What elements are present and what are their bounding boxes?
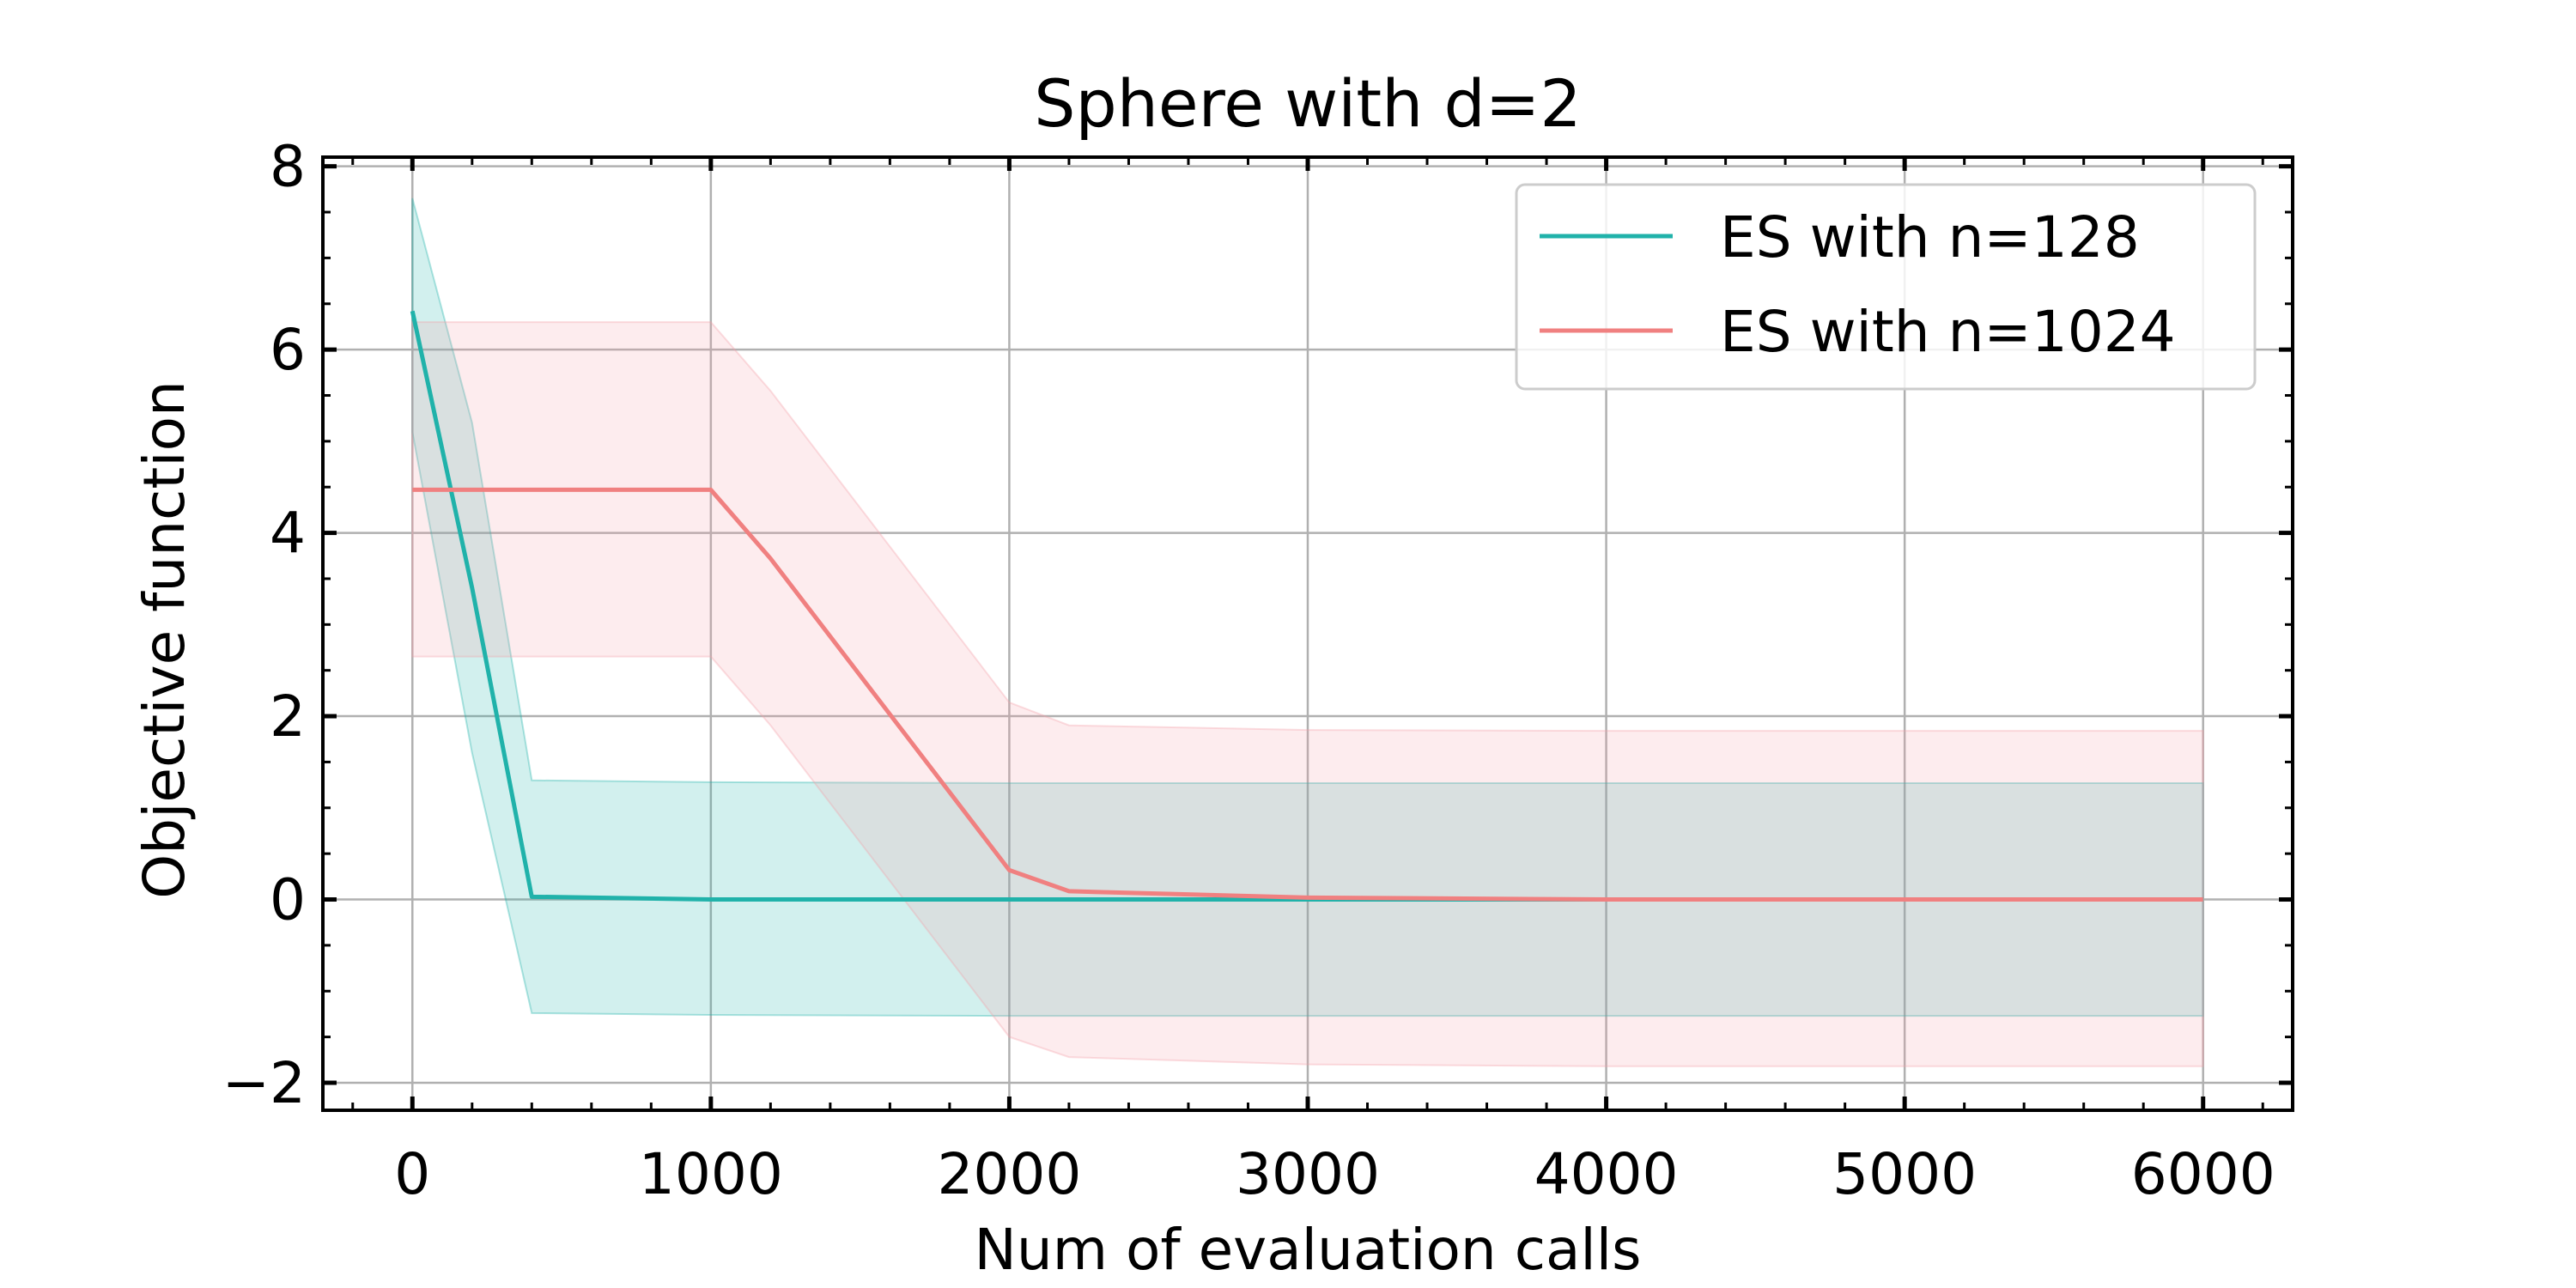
y-tick-label: 2: [270, 683, 306, 750]
axis-ticks: 0 1000 2000 3000 4000 5000 6000 −2 0 2 4 6 8: [222, 134, 2293, 1207]
confidence-band-series-2: [411, 321, 2204, 1067]
confidence-bands: [411, 197, 2204, 1067]
y-tick-label: 8: [270, 134, 306, 200]
x-tick-label: 6000: [2131, 1141, 2275, 1207]
series-lines: [410, 310, 2203, 902]
x-tick-label: 2000: [937, 1141, 1081, 1207]
x-tick-label: 1000: [639, 1141, 783, 1207]
confidence-band-series-1: [411, 197, 2204, 1018]
series-line-2: [412, 487, 2203, 902]
y-tick-label: 6: [270, 317, 306, 383]
legend: ES with n=128 ES with n=1024: [1515, 183, 2257, 391]
legend-label-series-2: ES with n=1024: [1720, 299, 2176, 365]
y-tick-label: −2: [222, 1050, 306, 1116]
x-tick-label: 0: [394, 1141, 430, 1207]
y-tick-label: 4: [270, 501, 306, 567]
x-tick-label: 3000: [1236, 1141, 1380, 1207]
y-axis-label: Objective function: [131, 380, 197, 899]
legend-box: [1515, 183, 2257, 391]
x-tick-label: 5000: [1832, 1141, 1977, 1207]
x-axis-label: Num of evaluation calls: [975, 1217, 1642, 1283]
x-tick-label: 4000: [1534, 1141, 1679, 1207]
chart-title: Sphere with d=2: [1034, 65, 1582, 142]
legend-label-series-1: ES with n=128: [1720, 204, 2140, 270]
plot-frame: [321, 155, 2294, 1112]
y-tick-label: 0: [270, 867, 306, 933]
